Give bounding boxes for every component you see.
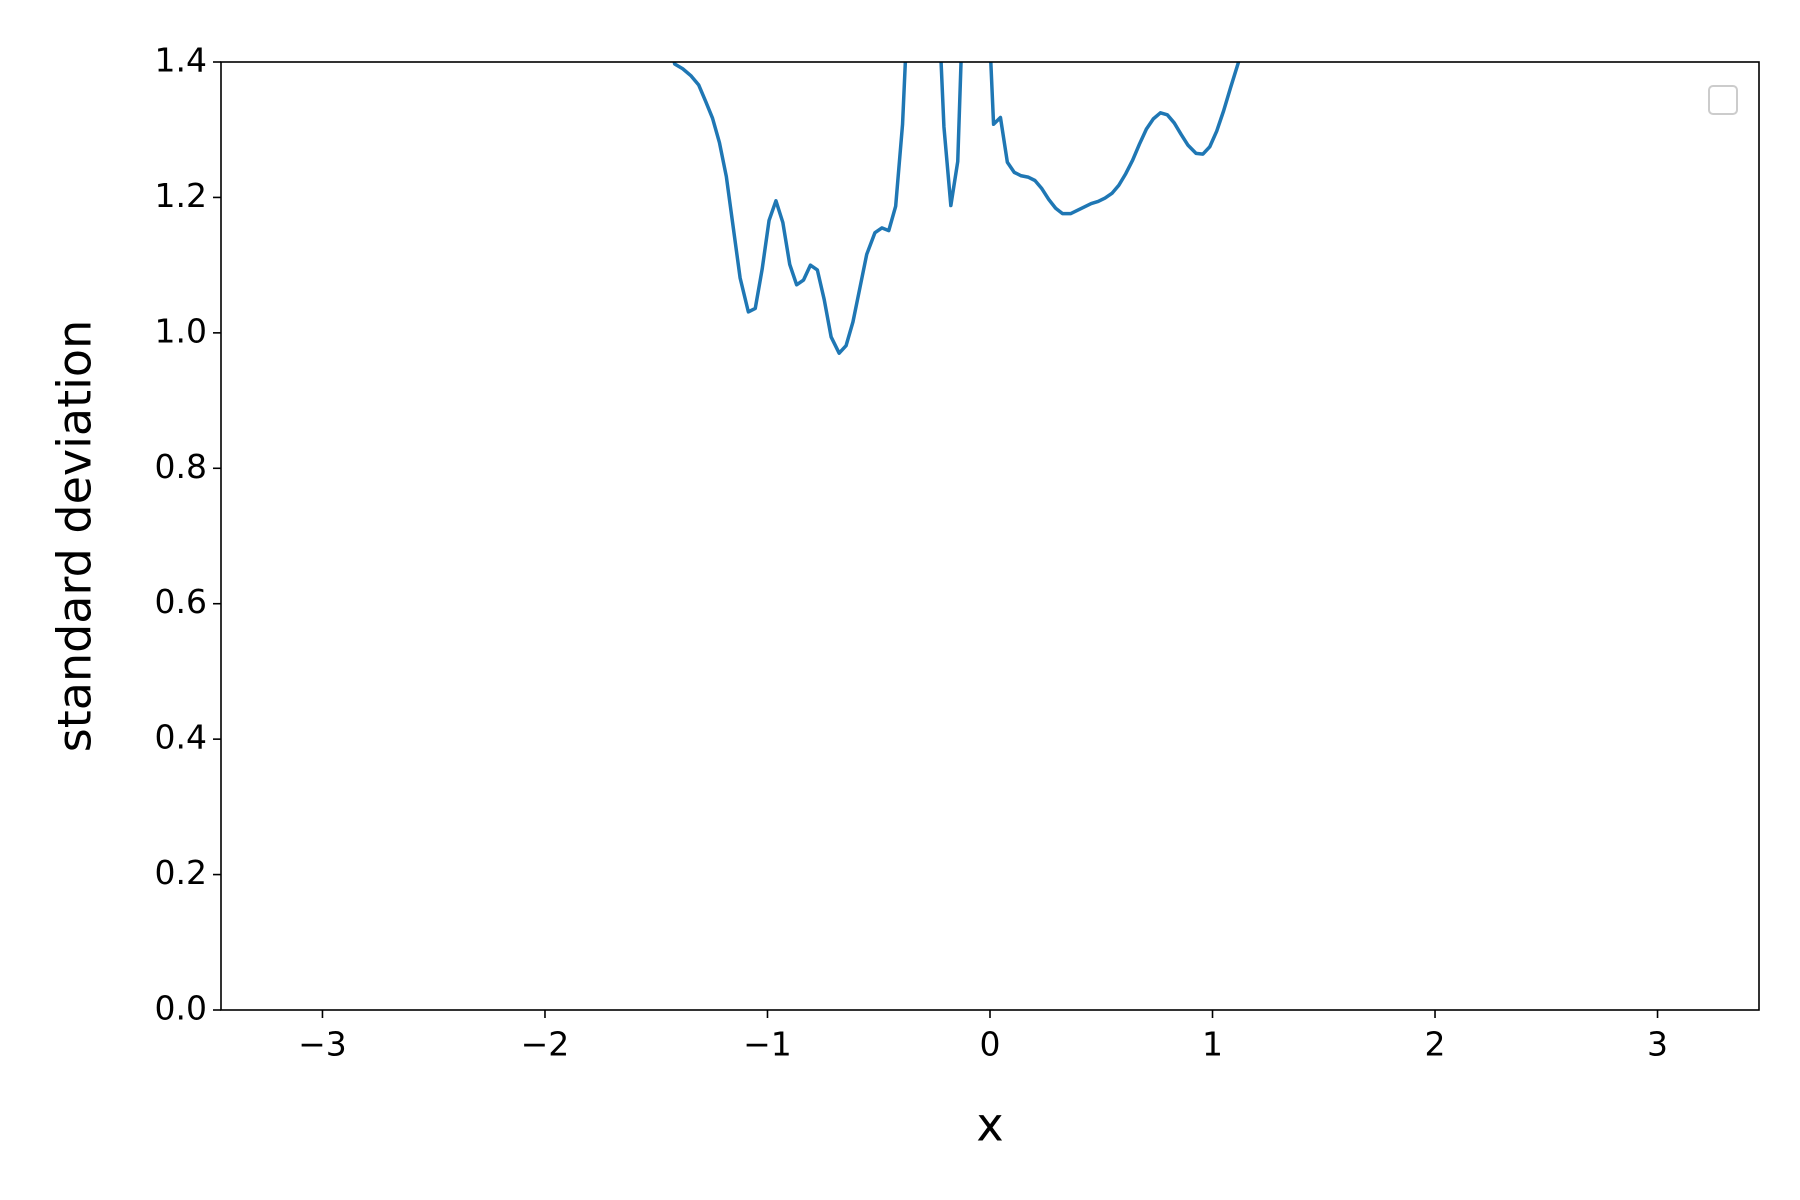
y-tick-label: 0.4 [155, 718, 207, 757]
legend-box [1708, 85, 1738, 115]
y-tick-label: 1.0 [155, 311, 207, 350]
x-axis-label: x [976, 1098, 1003, 1152]
y-tick-label: 1.2 [155, 176, 207, 215]
y-tick-label: 1.4 [155, 41, 207, 80]
x-tick-label: 2 [1425, 1025, 1446, 1064]
y-tick-label: 0.8 [155, 447, 207, 486]
x-tick-label: 1 [1202, 1025, 1223, 1064]
y-tick-label: 0.2 [155, 853, 207, 892]
y-tick-label: 0.6 [155, 582, 207, 621]
data-line [672, 62, 1241, 355]
plot-area [221, 62, 1759, 1010]
x-tick-label: −2 [521, 1025, 570, 1064]
x-tick-label: −3 [298, 1025, 347, 1064]
y-axis-label: standard deviation [48, 320, 102, 752]
x-tick-label: −1 [743, 1025, 792, 1064]
x-tick-label: 3 [1647, 1025, 1668, 1064]
x-tick-label: 0 [980, 1025, 1001, 1064]
plot-marks [672, 62, 1241, 355]
y-tick-label: 0.0 [155, 989, 207, 1028]
